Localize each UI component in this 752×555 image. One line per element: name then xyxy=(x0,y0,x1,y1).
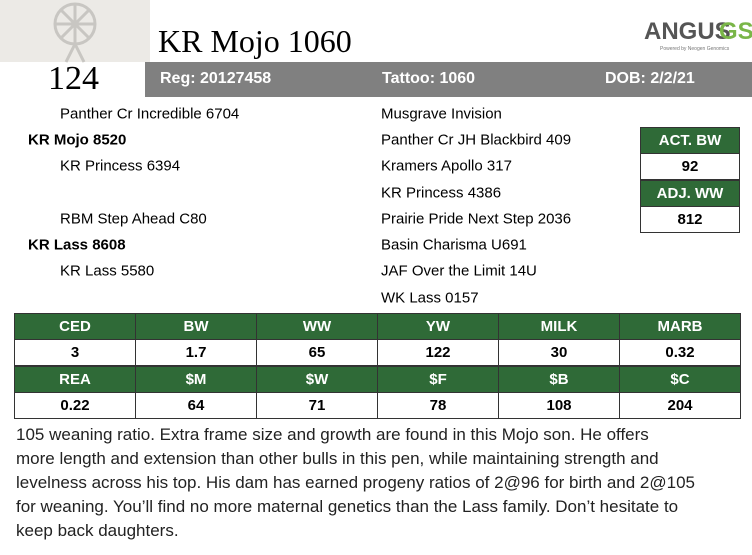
epd-header: $W xyxy=(256,366,378,393)
great-grandparent: JAF Over the Limit 14U xyxy=(381,262,537,280)
epd-value: 30 xyxy=(498,339,620,366)
great-grandparent: KR Princess 4386 xyxy=(381,184,502,202)
header-bar xyxy=(145,62,752,97)
epd-value: 108 xyxy=(498,392,620,419)
lot-number: 124 xyxy=(48,60,99,97)
grandparent: RBM Step Ahead C80 xyxy=(60,210,207,228)
grandparent: KR Lass 5580 xyxy=(60,262,155,280)
great-grandparent: Panther Cr JH Blackbird 409 xyxy=(381,131,572,149)
epd-header: YW xyxy=(377,313,499,340)
header-dob: DOB: 2/2/21 xyxy=(605,70,695,87)
epd-value: 71 xyxy=(256,392,378,419)
great-grandparent: Basin Charisma U691 xyxy=(381,236,527,254)
epd-header: REA xyxy=(14,366,136,393)
logo-suffix: GS xyxy=(719,18,752,45)
header-reg: Reg: 20127458 xyxy=(160,70,272,87)
parent: KR Mojo 8520 xyxy=(28,131,127,149)
epd-value: 1.7 xyxy=(135,339,257,366)
windmill-logo xyxy=(0,0,150,63)
logo-tagline: Powered by Neogen Genomics xyxy=(660,46,730,52)
epd-header: MARB xyxy=(619,313,741,340)
great-grandparent: Kramers Apollo 317 xyxy=(381,157,512,175)
description-line: for weaning. You’ll find no more materna… xyxy=(16,497,679,516)
epd-value: 0.32 xyxy=(619,339,741,366)
great-grandparent: Prairie Pride Next Step 2036 xyxy=(381,210,572,228)
logo-brand: ANGUS xyxy=(644,18,731,45)
header-tattoo: Tattoo: 1060 xyxy=(382,70,476,87)
epd-value: 3 xyxy=(14,339,136,366)
epd-value: 78 xyxy=(377,392,499,419)
measure-label: ADJ. WW xyxy=(640,180,740,207)
great-grandparent: WK Lass 0157 xyxy=(381,289,479,307)
epd-header: CED xyxy=(14,313,136,340)
great-grandparent: Musgrave Invision xyxy=(381,105,502,123)
epd-value: 0.22 xyxy=(14,392,136,419)
description-line: more length and extension than other bul… xyxy=(16,449,659,468)
measure-value: 92 xyxy=(640,153,740,180)
description-line: 105 weaning ratio. Extra frame size and … xyxy=(16,425,649,444)
animal-name: KR Mojo 1060 xyxy=(158,23,352,59)
epd-value: 65 xyxy=(256,339,378,366)
description-line: levelness across his top. His dam has ea… xyxy=(16,473,695,492)
epd-header: BW xyxy=(135,313,257,340)
grandparent: KR Princess 6394 xyxy=(60,157,181,175)
description-line: keep back daughters. xyxy=(16,521,179,540)
epd-value: 122 xyxy=(377,339,499,366)
epd-header: $F xyxy=(377,366,499,393)
epd-header: $B xyxy=(498,366,620,393)
grandparent: Panther Cr Incredible 6704 xyxy=(60,105,240,123)
measure-value: 812 xyxy=(640,206,740,233)
parent: KR Lass 8608 xyxy=(28,236,126,254)
epd-header: $C xyxy=(619,366,741,393)
epd-header: WW xyxy=(256,313,378,340)
epd-header: MILK xyxy=(498,313,620,340)
measure-label: ACT. BW xyxy=(640,127,740,154)
epd-value: 64 xyxy=(135,392,257,419)
epd-header: $M xyxy=(135,366,257,393)
epd-value: 204 xyxy=(619,392,741,419)
